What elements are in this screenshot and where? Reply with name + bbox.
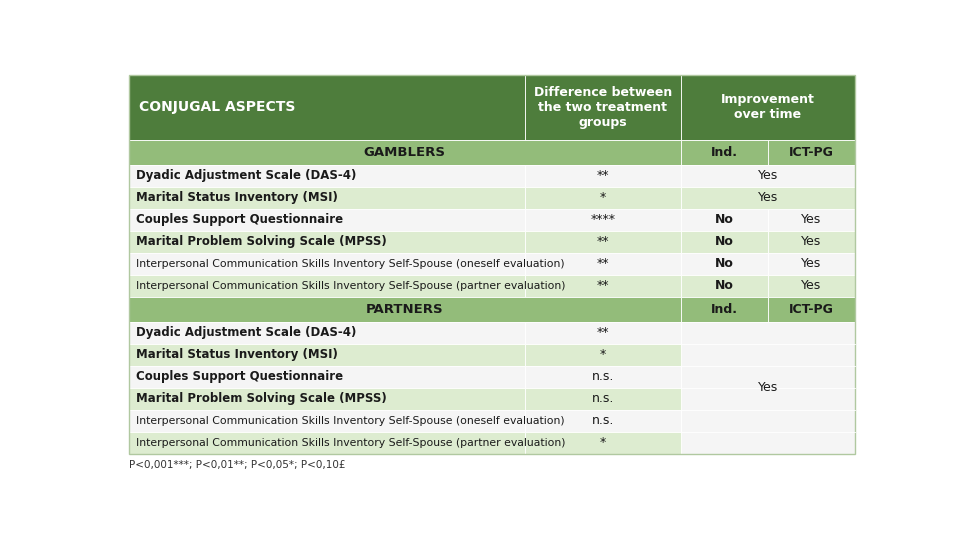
Text: **: ** xyxy=(596,326,609,339)
Text: ****: **** xyxy=(590,213,615,226)
Bar xyxy=(129,253,525,275)
Text: Yes: Yes xyxy=(802,279,822,292)
Text: No: No xyxy=(715,257,733,270)
Bar xyxy=(681,187,855,208)
Text: Yes: Yes xyxy=(802,235,822,248)
Text: No: No xyxy=(715,235,733,248)
Text: Interpersonal Communication Skills Inventory Self-Spouse (oneself evaluation): Interpersonal Communication Skills Inven… xyxy=(136,259,565,268)
Bar xyxy=(129,366,525,388)
Text: Yes: Yes xyxy=(757,169,778,182)
Text: Ind.: Ind. xyxy=(710,302,738,315)
Text: CONJUGAL ASPECTS: CONJUGAL ASPECTS xyxy=(139,100,296,114)
Text: Marital Status Inventory (MSI): Marital Status Inventory (MSI) xyxy=(136,348,338,361)
Text: **: ** xyxy=(596,235,609,248)
Text: Marital Status Inventory (MSI): Marital Status Inventory (MSI) xyxy=(136,191,338,204)
Text: Couples Support Questionnaire: Couples Support Questionnaire xyxy=(136,370,344,383)
Bar xyxy=(525,165,681,187)
Text: ICT-PG: ICT-PG xyxy=(789,302,834,315)
Text: No: No xyxy=(715,213,733,226)
Text: Difference between
the two treatment
groups: Difference between the two treatment gro… xyxy=(534,86,672,129)
Bar xyxy=(525,321,681,343)
Bar xyxy=(129,75,525,140)
Bar xyxy=(681,75,855,140)
Text: No: No xyxy=(715,279,733,292)
Bar xyxy=(768,253,855,275)
Bar xyxy=(525,208,681,231)
Bar xyxy=(525,275,681,296)
Bar xyxy=(129,140,681,165)
Text: Interpersonal Communication Skills Inventory Self-Spouse (oneself evaluation): Interpersonal Communication Skills Inven… xyxy=(136,416,565,426)
Bar xyxy=(525,187,681,208)
Text: *: * xyxy=(600,436,606,449)
Bar xyxy=(525,431,681,454)
Bar xyxy=(129,343,525,366)
Bar xyxy=(681,296,768,321)
Bar xyxy=(129,388,525,409)
Text: Marital Problem Solving Scale (MPSS): Marital Problem Solving Scale (MPSS) xyxy=(136,235,387,248)
Text: Couples Support Questionnaire: Couples Support Questionnaire xyxy=(136,213,344,226)
Text: *: * xyxy=(600,191,606,204)
Text: Interpersonal Communication Skills Inventory Self-Spouse (partner evaluation): Interpersonal Communication Skills Inven… xyxy=(136,437,565,448)
Bar xyxy=(129,431,525,454)
Bar xyxy=(129,275,525,296)
Bar xyxy=(129,296,681,321)
Text: ICT-PG: ICT-PG xyxy=(789,146,834,159)
Text: Yes: Yes xyxy=(802,257,822,270)
Text: Dyadic Adjustment Scale (DAS-4): Dyadic Adjustment Scale (DAS-4) xyxy=(136,326,357,339)
Bar xyxy=(768,140,855,165)
Bar xyxy=(681,275,768,296)
Text: P<0,001***; P<0,01**; P<0,05*; P<0,10£: P<0,001***; P<0,01**; P<0,05*; P<0,10£ xyxy=(129,460,346,470)
Bar xyxy=(525,366,681,388)
Bar xyxy=(768,231,855,253)
Bar xyxy=(525,231,681,253)
Bar xyxy=(681,253,768,275)
Bar xyxy=(129,321,525,343)
Text: n.s.: n.s. xyxy=(591,392,614,405)
Bar xyxy=(681,140,768,165)
Text: Dyadic Adjustment Scale (DAS-4): Dyadic Adjustment Scale (DAS-4) xyxy=(136,169,357,182)
Bar xyxy=(129,208,525,231)
Bar xyxy=(768,296,855,321)
Text: **: ** xyxy=(596,169,609,182)
Bar xyxy=(681,165,855,187)
Bar xyxy=(525,343,681,366)
Bar xyxy=(681,231,768,253)
Text: n.s.: n.s. xyxy=(591,370,614,383)
Text: **: ** xyxy=(596,257,609,270)
Bar xyxy=(129,231,525,253)
Text: Yes: Yes xyxy=(757,381,778,394)
Text: *: * xyxy=(600,348,606,361)
Text: Improvement
over time: Improvement over time xyxy=(721,93,815,122)
Text: n.s.: n.s. xyxy=(591,414,614,427)
Bar xyxy=(768,275,855,296)
Bar xyxy=(681,321,855,454)
Text: Yes: Yes xyxy=(802,213,822,226)
Text: PARTNERS: PARTNERS xyxy=(366,302,444,315)
Text: Ind.: Ind. xyxy=(710,146,738,159)
Text: GAMBLERS: GAMBLERS xyxy=(364,146,445,159)
Bar xyxy=(129,409,525,431)
Text: **: ** xyxy=(596,279,609,292)
Bar xyxy=(525,409,681,431)
Text: Marital Problem Solving Scale (MPSS): Marital Problem Solving Scale (MPSS) xyxy=(136,392,387,405)
Bar xyxy=(129,165,525,187)
Bar xyxy=(525,75,681,140)
Bar xyxy=(129,187,525,208)
Bar xyxy=(681,208,768,231)
Bar xyxy=(525,253,681,275)
Text: Interpersonal Communication Skills Inventory Self-Spouse (partner evaluation): Interpersonal Communication Skills Inven… xyxy=(136,281,565,291)
Bar xyxy=(525,388,681,409)
Text: Yes: Yes xyxy=(757,191,778,204)
Bar xyxy=(768,208,855,231)
